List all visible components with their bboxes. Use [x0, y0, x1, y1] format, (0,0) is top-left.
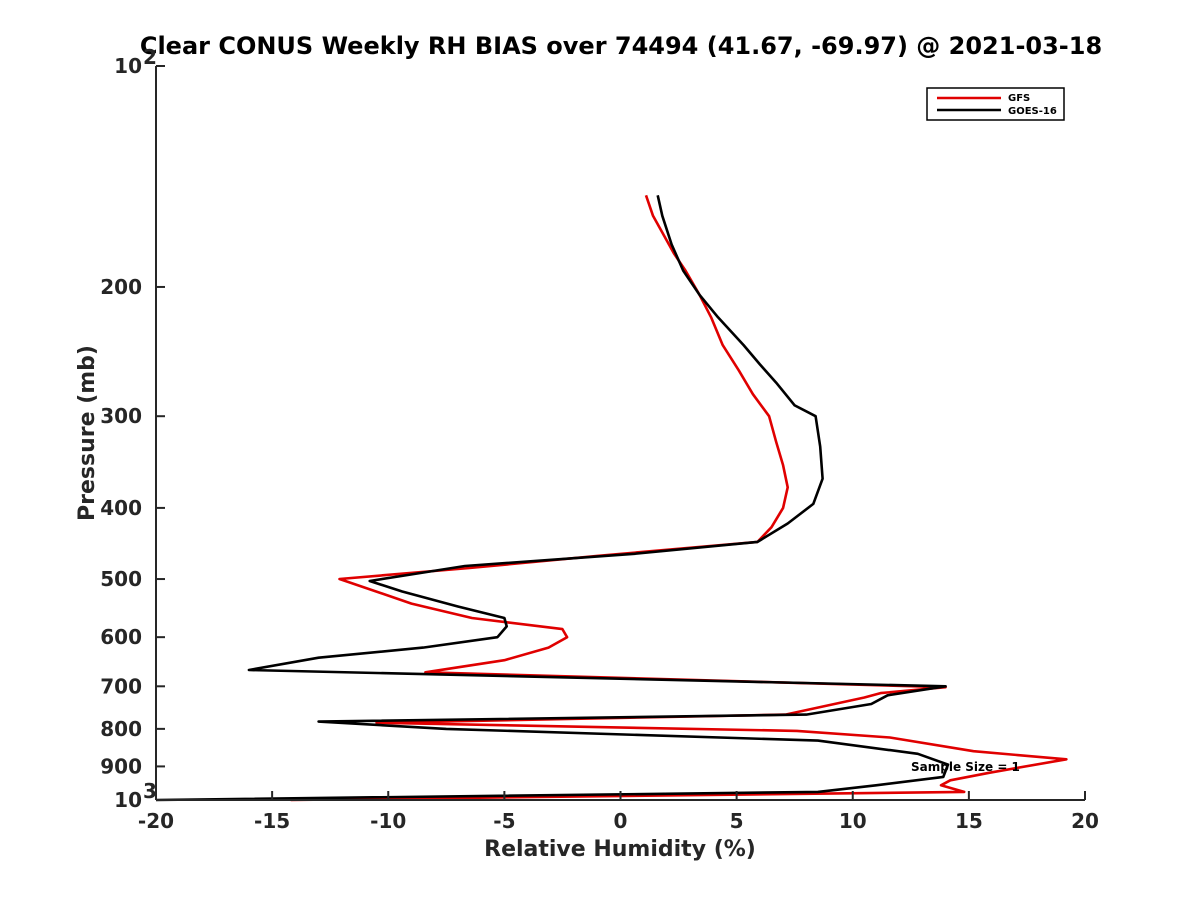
x-tick-label: -20 [138, 809, 174, 833]
x-tick-label: 5 [730, 809, 744, 833]
y-tick-label: 700 [100, 674, 142, 698]
legend-label-goes16: GOES-16 [1008, 106, 1057, 117]
x-tick-label: 0 [614, 809, 628, 833]
legend-label-gfs: GFS [1008, 93, 1030, 104]
legend: GFS GOES-16 [926, 87, 1065, 121]
sample-size-annotation: Sample Size = 1 [911, 760, 1020, 774]
y-tick-label: 10 [114, 54, 142, 78]
y-tick-label: 800 [100, 717, 142, 741]
x-tick-label: 15 [955, 809, 983, 833]
y-axis-label: Pressure (mb) [75, 345, 100, 521]
y-tick-label: 400 [100, 496, 142, 520]
y-tick-label-exponent: 2 [143, 45, 157, 69]
x-axis-ticks: -20 -15 -10 -5 0 5 10 15 20 [138, 791, 1099, 833]
y-tick-label: 200 [100, 275, 142, 299]
y-tick-label: 300 [100, 404, 142, 428]
x-tick-label: 10 [839, 809, 867, 833]
x-tick-label: -10 [370, 809, 406, 833]
series-line-gfs [290, 194, 1068, 802]
y-tick-label-exponent: 3 [143, 779, 157, 803]
x-tick-label: -15 [254, 809, 290, 833]
x-axis-label: Relative Humidity (%) [484, 837, 756, 862]
plot-area [155, 194, 1068, 802]
x-tick-label: 20 [1071, 809, 1099, 833]
chart-title: Clear CONUS Weekly RH BIAS over 74494 (4… [140, 32, 1102, 60]
legend-box [926, 87, 1065, 121]
y-tick-label: 500 [100, 567, 142, 591]
y-tick-label: 900 [100, 754, 142, 778]
y-tick-label: 600 [100, 625, 142, 649]
series-line-goes16 [155, 195, 950, 802]
x-tick-label: -5 [493, 809, 515, 833]
y-tick-label: 10 [114, 788, 142, 812]
